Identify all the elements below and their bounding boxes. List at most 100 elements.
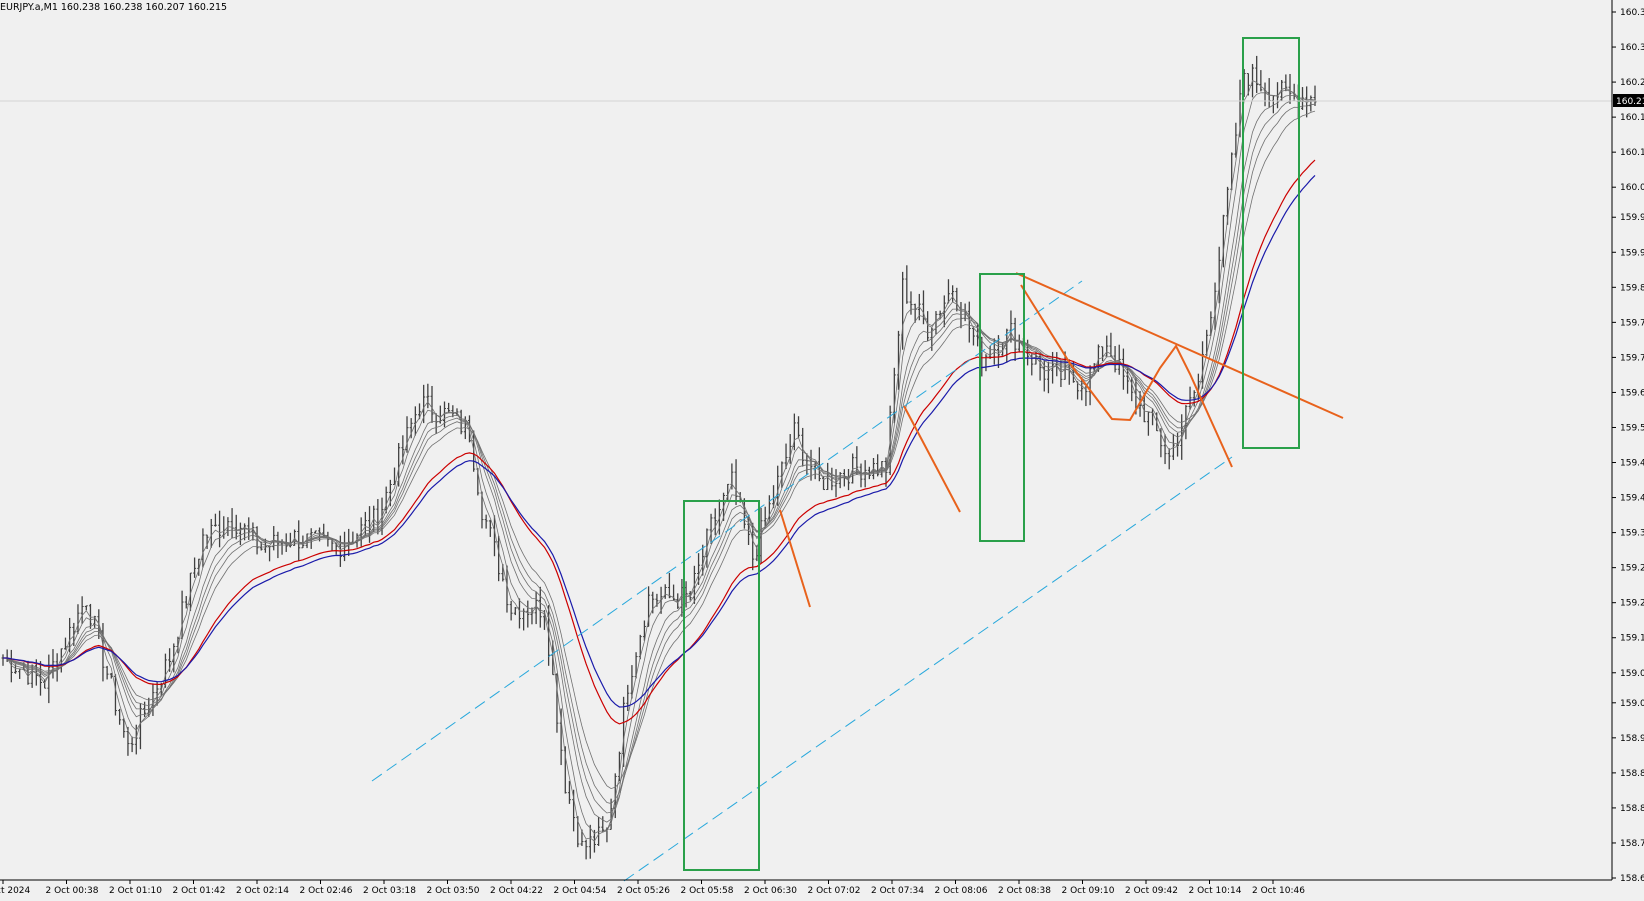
price-tick-label: 159.63 [1620, 388, 1644, 398]
ohlc-bar [926, 311, 930, 342]
moving-average-line [2, 79, 1316, 842]
time-tick-label: 2 Oct 05:58 [681, 886, 734, 896]
ohlc-bar [1121, 348, 1125, 390]
ohlc-bar [905, 265, 909, 304]
price-tick-label: 159.70 [1620, 353, 1644, 363]
ohlc-bar [413, 406, 417, 436]
price-tick-label: 158.73 [1620, 839, 1644, 849]
ohlc-bar [580, 829, 584, 847]
time-tick-label: 2 Oct 01:10 [109, 886, 162, 896]
price-tick-label: 159.14 [1620, 634, 1644, 644]
ohlc-bar [630, 665, 634, 699]
ohlc-bar [1080, 377, 1084, 401]
price-axis: 160.39 160.32 160.25 160.18 160.11 160.04 159.… [1612, 8, 1644, 884]
ohlc-bar [488, 519, 492, 537]
ohlc-bar [447, 402, 451, 413]
price-tick-label: 159.77 [1620, 318, 1644, 328]
price-tick-label: 160.32 [1620, 43, 1644, 53]
highlight-box-3[interactable] [1242, 37, 1300, 449]
moving-average-line [3, 159, 1316, 725]
right-axis-background [1612, 0, 1644, 880]
zigzag-1[interactable] [779, 509, 811, 608]
ohlc-bar [47, 654, 51, 704]
ohlc-bar [784, 443, 788, 470]
ohlc-bar [1163, 434, 1167, 465]
ohlc-bar [1167, 448, 1171, 470]
ohlc-bar [1288, 74, 1292, 104]
time-tick-label: 2 Oct 07:02 [808, 886, 861, 896]
moving-average-line [2, 103, 1316, 804]
ohlc-bar [363, 511, 367, 537]
price-tick-label: 159.21 [1620, 599, 1644, 609]
time-tick-label: ct 2024 [0, 886, 31, 896]
time-axis: ct 2024 2 Oct 00:38 2 Oct 01:10 2 Oct 01:42… [0, 880, 1305, 896]
time-tick-label: 2 Oct 02:14 [236, 886, 289, 896]
symbol-header: EURJPY.a,M1 160.238 160.238 160.207 160.… [0, 2, 227, 13]
ohlc-bar [709, 513, 713, 544]
ohlc-bar [642, 620, 646, 641]
moving-average-line [2, 99, 1316, 814]
ohlc-bar [1192, 390, 1196, 407]
ohlc-bar [213, 513, 217, 527]
ohlc-bar [218, 510, 222, 548]
price-tick-label: 159.01 [1620, 699, 1644, 709]
channel-lower-line[interactable] [623, 456, 1233, 882]
ohlc-bar [1171, 433, 1175, 461]
ohlc-bar [855, 446, 859, 475]
ohlc-bar [555, 673, 559, 733]
time-tick-label: 2 Oct 02:46 [300, 886, 353, 896]
ohlc-bar [1088, 365, 1092, 406]
ohlc-bar [838, 472, 842, 489]
ohlc-bar [88, 603, 92, 629]
price-tick-label: 158.80 [1620, 804, 1644, 814]
price-tick-label: 160.04 [1620, 183, 1644, 193]
ohlc-bar [667, 572, 671, 599]
ohlc-bar [80, 596, 84, 624]
price-tick-label: 160.11 [1620, 148, 1644, 158]
ohlc-bar [188, 572, 192, 611]
time-tick-label: 2 Oct 08:38 [998, 886, 1051, 896]
highlight-box-2[interactable] [979, 273, 1025, 542]
time-tick-label: 2 Oct 07:34 [871, 886, 924, 896]
time-tick-label: 2 Oct 10:14 [1189, 886, 1242, 896]
price-tick-label: 160.18 [1620, 113, 1644, 123]
ohlc-bar [1255, 55, 1259, 93]
ohlc-bar [526, 600, 530, 628]
trendline-descending[interactable] [1015, 272, 1344, 419]
ohlc-bar [938, 310, 942, 320]
ohlc-bar [584, 839, 588, 860]
time-tick-label: 2 Oct 05:26 [617, 886, 670, 896]
ohlc-bar [301, 535, 305, 549]
ohlc-bar [76, 604, 80, 634]
ohlc-bar [1013, 317, 1017, 361]
price-tick-label: 158.94 [1620, 734, 1644, 744]
time-tick-label: 2 Oct 01:42 [173, 886, 226, 896]
zigzag-3[interactable] [1020, 284, 1233, 468]
ohlc-bar [1113, 346, 1117, 373]
channel-upper-line[interactable] [371, 280, 1083, 782]
ohlc-bar [601, 816, 605, 833]
highlight-box-1[interactable] [683, 500, 760, 871]
ohlc-bar [63, 637, 67, 650]
ohlc-bar [84, 605, 88, 611]
ohlc-bar [776, 465, 780, 506]
ohlc-bar [409, 418, 413, 439]
ohlc-bar [626, 684, 630, 712]
ohlc-bar [797, 416, 801, 438]
ohlc-bar [1126, 368, 1130, 394]
ohlc-bar [513, 606, 517, 616]
ohlc-bar [567, 780, 571, 804]
time-tick-label: 2 Oct 09:42 [1125, 886, 1178, 896]
ohlc-bar [1280, 79, 1284, 101]
ohlc-bar [118, 708, 122, 725]
zigzag-2[interactable] [903, 405, 961, 513]
current-price-marker [1613, 94, 1644, 107]
price-tick-label: 160.25 [1620, 78, 1644, 88]
ohlc-bar [1142, 392, 1146, 423]
ohlc-bar [734, 459, 738, 505]
ohlc-bar [676, 593, 680, 609]
ohlc-bar [126, 726, 130, 756]
time-tick-label: 2 Oct 10:46 [1252, 886, 1305, 896]
ohlc-bar [418, 403, 422, 420]
